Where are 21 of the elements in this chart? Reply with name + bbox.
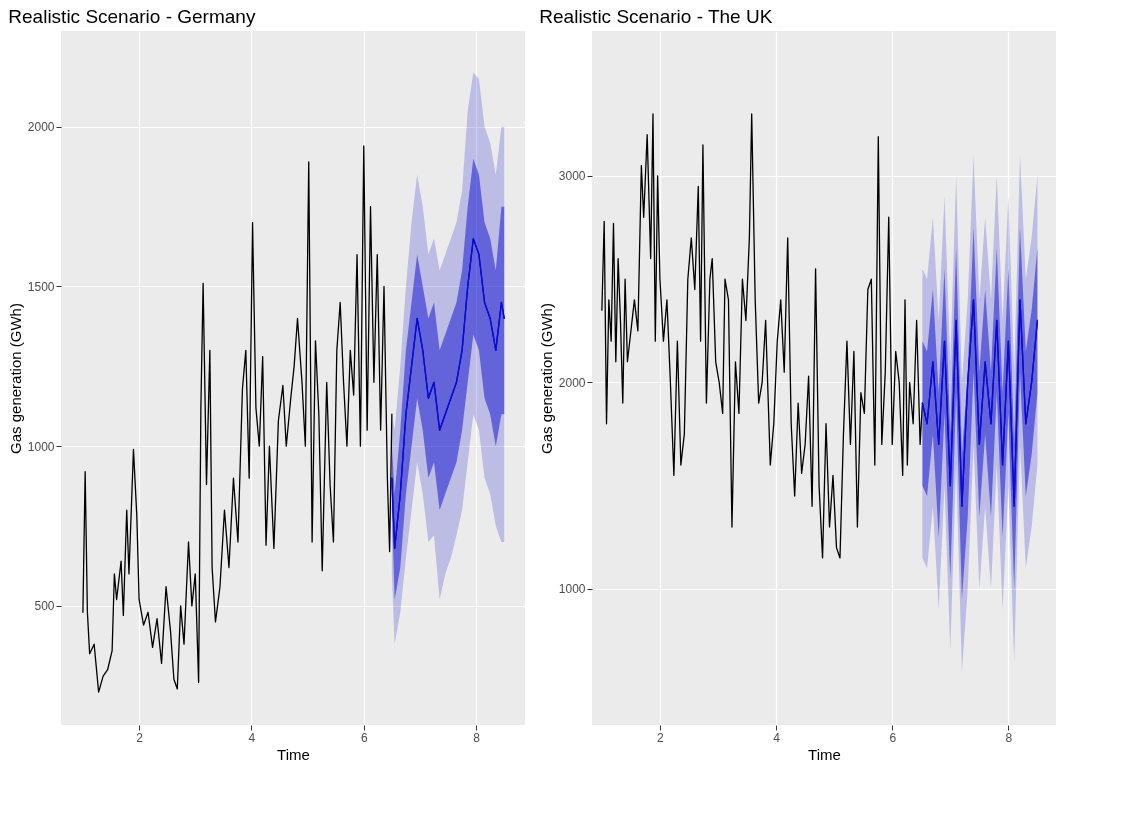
y-tick-label: 1500 xyxy=(27,280,55,294)
chart-title: Realistic Scenario - Germany xyxy=(8,6,256,27)
y-tick-label: 500 xyxy=(34,599,55,614)
x-tick-label: 6 xyxy=(360,730,368,745)
y-axis-title: Gas generation (GWh) xyxy=(6,303,24,454)
y-axis-title: Gas generation (GWh) xyxy=(537,303,555,454)
y-tick-label: 1000 xyxy=(558,582,586,597)
y-tick-label: 3000 xyxy=(558,169,586,184)
x-tick-label: 2 xyxy=(657,730,665,745)
x-axis-title: Time xyxy=(277,745,310,763)
x-tick-label: 8 xyxy=(473,730,481,745)
x-tick-label: 4 xyxy=(773,730,781,745)
x-axis-title: Time xyxy=(808,745,841,763)
x-tick-label: 4 xyxy=(248,730,256,745)
x-tick-label: 8 xyxy=(1005,730,1013,745)
chart-title: Realistic Scenario - The UK xyxy=(539,6,773,27)
x-tick-label: 6 xyxy=(889,730,897,745)
y-tick-label: 1000 xyxy=(27,439,55,454)
x-tick-label: 2 xyxy=(136,730,144,745)
y-tick-label: 2000 xyxy=(558,375,586,390)
y-tick-label: 2000 xyxy=(27,120,55,135)
